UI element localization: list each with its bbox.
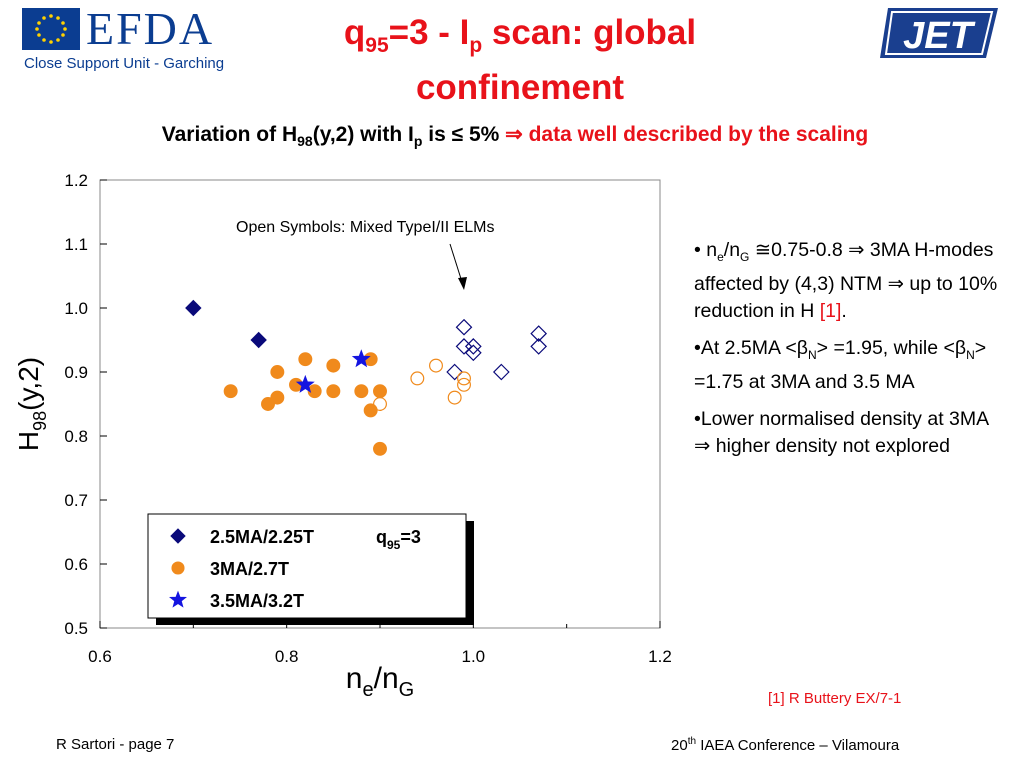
bullet-item-density: • ne/nG ≅0.75-0.8 ⇒ 3MA H-modes affected… [694, 239, 998, 322]
data-point-open [446, 363, 464, 381]
x-tick-label: 1.0 [462, 647, 486, 666]
data-point [270, 390, 285, 405]
annotation-arrow-head [458, 277, 467, 290]
data-point-open [457, 377, 471, 392]
subtitle-tail: is ≤ 5% [422, 123, 506, 146]
data-point [373, 384, 387, 399]
legend-marker [170, 528, 186, 544]
data-point-open [457, 371, 471, 386]
points-layer [185, 299, 548, 456]
annotation-text: Open Symbols: Mixed TypeI/II ELMs [236, 219, 494, 236]
legend-marker [169, 590, 187, 608]
footer-conference: 20th IAEA Conference – Vilamoura [671, 736, 900, 754]
data-point-open [455, 318, 473, 336]
data-point [270, 365, 285, 379]
chart-svg: 0.6 0.8 1.0 1.20.50.60.70.80.91.01.11.2 Ope… [13, 171, 672, 700]
implies-arrow-icon: ⇒ [505, 123, 523, 146]
jet-logo-text: JET [903, 15, 975, 57]
y-tick-label: 0.6 [64, 555, 88, 574]
bullet-item-normalised-density: •Lower normalised density at 3MA ⇒ highe… [694, 407, 989, 457]
reference-note: [1] R Buttery EX/7-1 [768, 690, 902, 707]
bullet-reference: [1] [819, 299, 842, 322]
data-point-open [447, 390, 462, 405]
data-point [326, 358, 341, 373]
subtitle-mid: (y,2) with I [312, 123, 414, 146]
x-tick-label: 0.8 [275, 647, 299, 666]
x-axis-label: ne/nG [346, 662, 414, 700]
data-point-open [429, 358, 443, 373]
y-tick-label: 0.9 [64, 363, 88, 382]
data-point [250, 331, 267, 349]
legend-label: 2.5MA/2.25T [210, 527, 314, 547]
y-tick-label: 0.5 [64, 619, 88, 638]
data-point [354, 384, 369, 399]
title-part1: =3 - I [388, 13, 470, 52]
subtitle: Variation of H98(y,2) with Ip is ≤ 5% ⇒ … [20, 122, 1010, 149]
data-point [373, 441, 387, 456]
data-point-open [373, 397, 387, 411]
legend-label: 3.5MA/3.2T [210, 591, 304, 611]
jet-logo: JET [878, 6, 1000, 60]
bullet-list: • ne/nG ≅0.75-0.8 ⇒ 3MA H-modes affected… [694, 237, 1004, 470]
data-point [326, 384, 341, 399]
title-q-subscript: 95 [365, 34, 389, 57]
y-tick-label: 0.8 [64, 427, 88, 446]
y-axis-label: H98(y,2) [13, 357, 50, 451]
data-point [223, 384, 238, 399]
data-point [185, 299, 202, 317]
x-tick-label: 1.2 [648, 647, 672, 666]
scatter-chart: 0.6 0.8 1.0 1.2 0.5 0.6 0.7 0.8 0.9 1.0 1.1 1.2 Ope… [0, 160, 700, 700]
eu-flag-icon [22, 8, 80, 50]
ticks-layer: 0.6 0.8 1.0 1.20.50.60.70.80.91.01.11.2 [64, 171, 671, 666]
x-tick-label: 0.6 [88, 647, 112, 666]
data-point-open [464, 344, 482, 362]
data-point [363, 403, 378, 418]
efda-logo: EFDA Close Support Unit - Garching [22, 3, 254, 76]
annotation-arrow [449, 243, 463, 283]
data-point [351, 349, 371, 368]
efda-name: EFDA [86, 3, 215, 54]
legend-marker [171, 561, 185, 575]
data-point-open [455, 338, 473, 355]
y-tick-label: 1.1 [64, 235, 88, 254]
data-point [295, 374, 315, 393]
legend-label: 3MA/2.7T [210, 559, 289, 579]
data-point-open [530, 338, 548, 355]
y-tick-label: 1.2 [64, 171, 88, 190]
legend-box [147, 513, 467, 619]
y-tick-label: 1.0 [64, 299, 88, 318]
subtitle-lead: Variation of H [161, 123, 298, 146]
title-p-subscript: p [469, 34, 483, 57]
data-point [298, 352, 313, 367]
slide-title: q95=3 - Ip scan: global confinement [343, 13, 697, 107]
data-point [307, 384, 322, 399]
bullet-item-beta: •At 2.5MA <βN> =1.95, while <βN> =1.75 a… [694, 336, 987, 393]
data-point-open [530, 325, 548, 342]
subtitle-h-subscript: 98 [297, 133, 313, 150]
data-point-open [410, 371, 425, 386]
data-point-open [492, 363, 510, 381]
efda-subtitle: Close Support Unit - Garching [24, 55, 225, 72]
y-tick-label: 0.7 [64, 491, 88, 510]
subtitle-conclusion: data well described by the scaling [522, 123, 869, 146]
data-point-open [464, 338, 482, 355]
subtitle-p-subscript: p [413, 133, 423, 150]
title-part2: scan: global confinement [415, 13, 697, 107]
footer-author-page: R Sartori - page 7 [56, 736, 175, 753]
